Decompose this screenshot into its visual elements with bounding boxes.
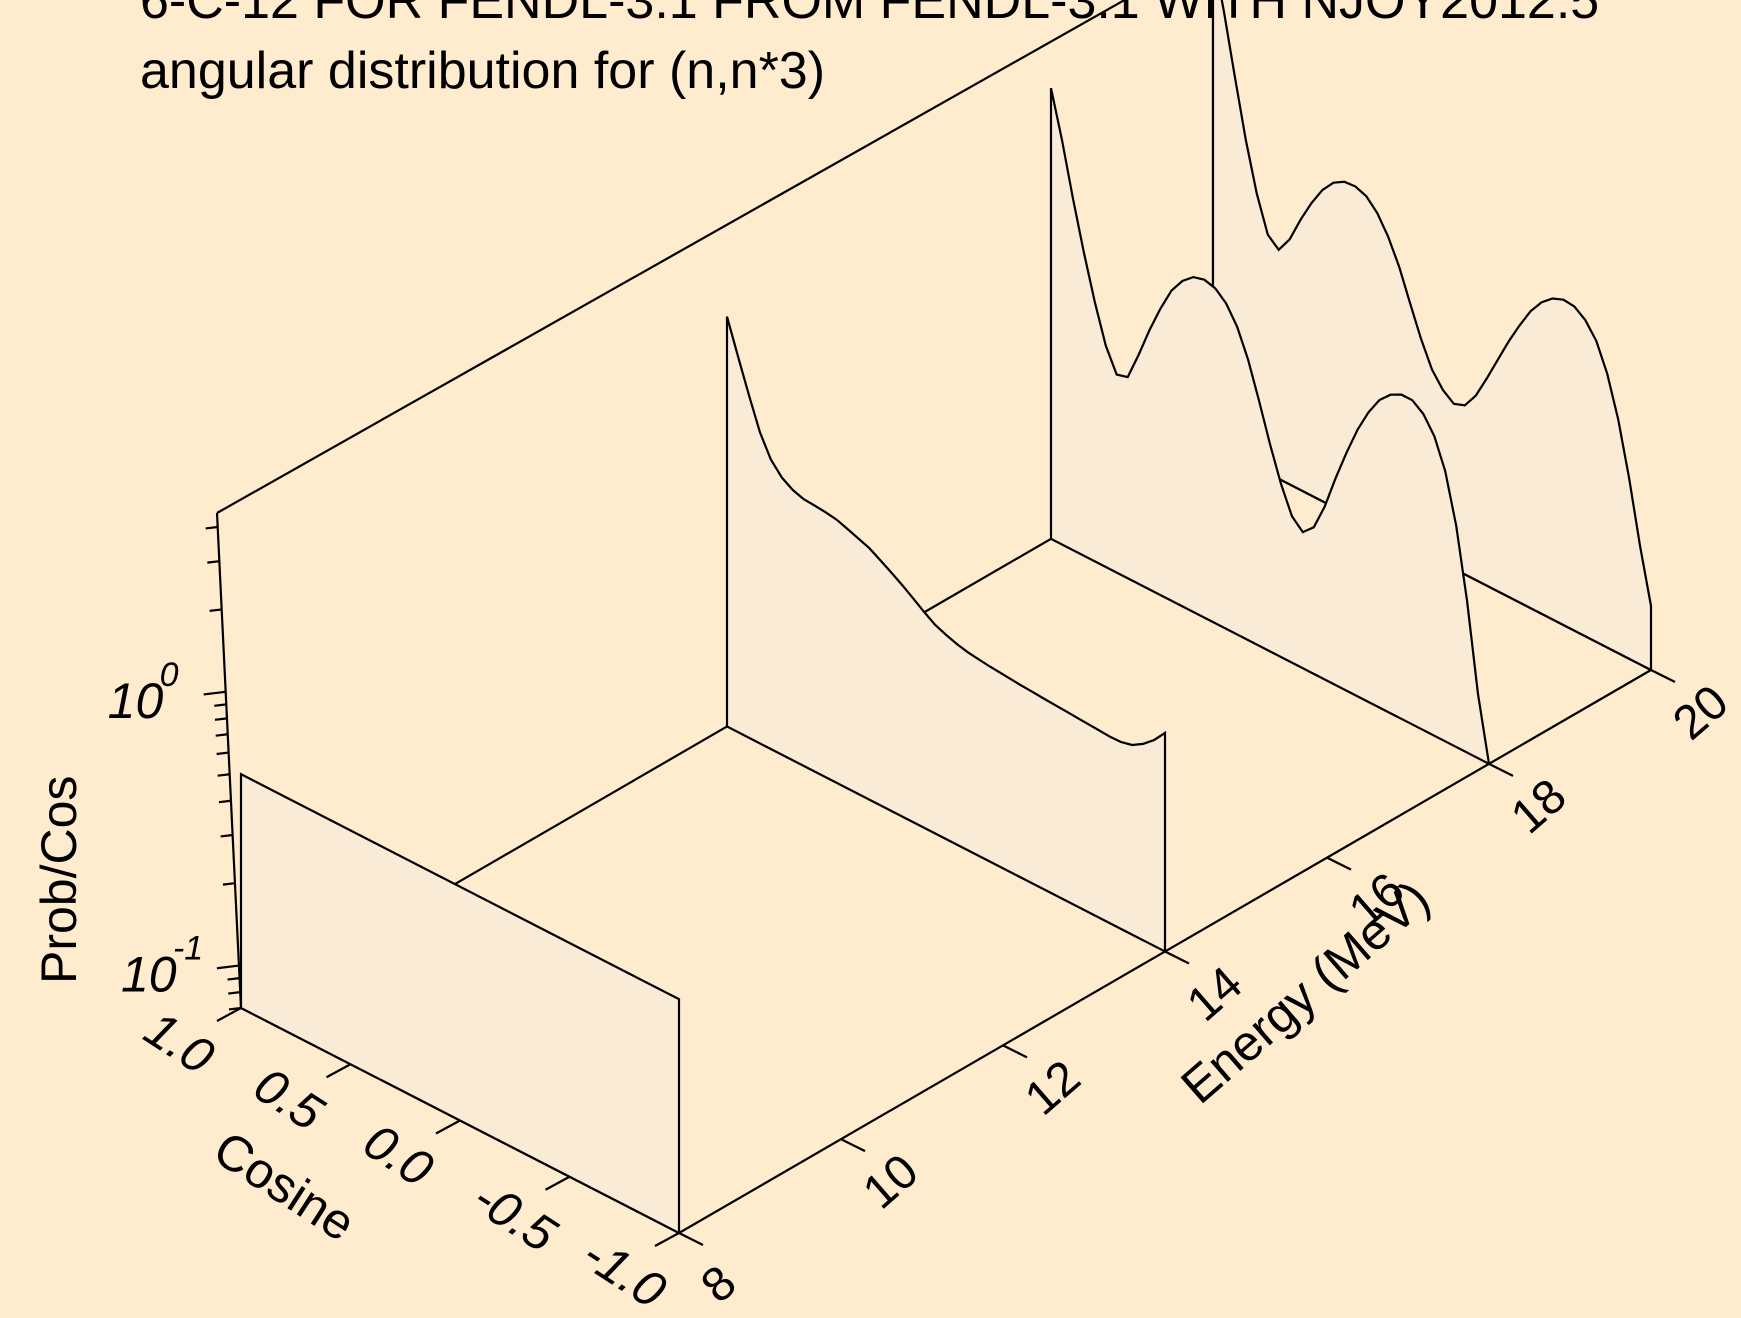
y-tick-label: 18 [1501,769,1576,844]
y-tick [1002,1044,1028,1059]
x-tick [654,1232,680,1247]
x-tick-label: 0.0 [354,1113,443,1198]
z-tick-label: 100 [108,656,179,729]
z-tick [207,560,220,564]
axis-ticks [203,525,1676,1247]
z-tick [214,703,227,707]
x-tick [325,1063,352,1079]
curve-e8 [239,772,681,1235]
y-tick [1650,669,1676,683]
x-axis-label: Cosine [204,1120,365,1252]
x-tick [216,1007,242,1022]
z-tick [214,717,228,721]
y-tick-label: 20 [1663,675,1738,750]
x-tick-label: 1.0 [135,1000,224,1085]
x-tick-label: -0.5 [464,1169,567,1263]
z-tick [215,733,228,737]
curve-e20 [1211,0,1653,672]
x-tick-label: -1.0 [573,1225,676,1318]
z-tick [205,525,218,530]
z-tick-base: 10 [108,673,164,729]
z-tick [227,977,240,981]
z-tick [222,882,236,886]
z-tick [220,833,233,838]
z-tick [203,690,226,696]
z-tick-exp: -1 [173,930,203,968]
y-tick [1488,762,1514,777]
z-tick [216,964,240,970]
y-tick [840,1138,866,1153]
z-tick-base: 10 [121,947,177,1003]
x-tick [544,1175,571,1191]
chart-title-line1: 6-C-12 FOR FENDL-3.1 FROM FENDL-3.1 WITH… [140,0,1599,30]
y-tick [678,1232,704,1246]
z-tick-label: 10-1 [121,930,203,1003]
chart-title-line2: angular distribution for (n,n*3) [140,42,825,100]
curve-e18 [1049,87,1491,766]
x-tick [435,1119,461,1135]
x-tick-label: 0.5 [245,1057,334,1142]
y-tick-label: 8 [691,1256,746,1314]
data-curves [239,0,1653,1235]
z-axis-label: Prob/Cos [31,776,87,984]
z-tick [217,773,230,777]
y-tick-label: 12 [1015,1051,1090,1126]
back-top-line [216,0,1127,514]
z-tick-exp: 0 [160,656,179,694]
z-axis-line [215,512,243,1009]
y-tick [1326,856,1352,871]
z-tick [209,608,222,612]
curve-e14 [725,316,1167,954]
z-tick [228,991,241,995]
y-tick-label: 10 [853,1144,928,1219]
z-tick [216,751,229,756]
y-tick [1164,950,1190,965]
z-tick [218,799,232,804]
